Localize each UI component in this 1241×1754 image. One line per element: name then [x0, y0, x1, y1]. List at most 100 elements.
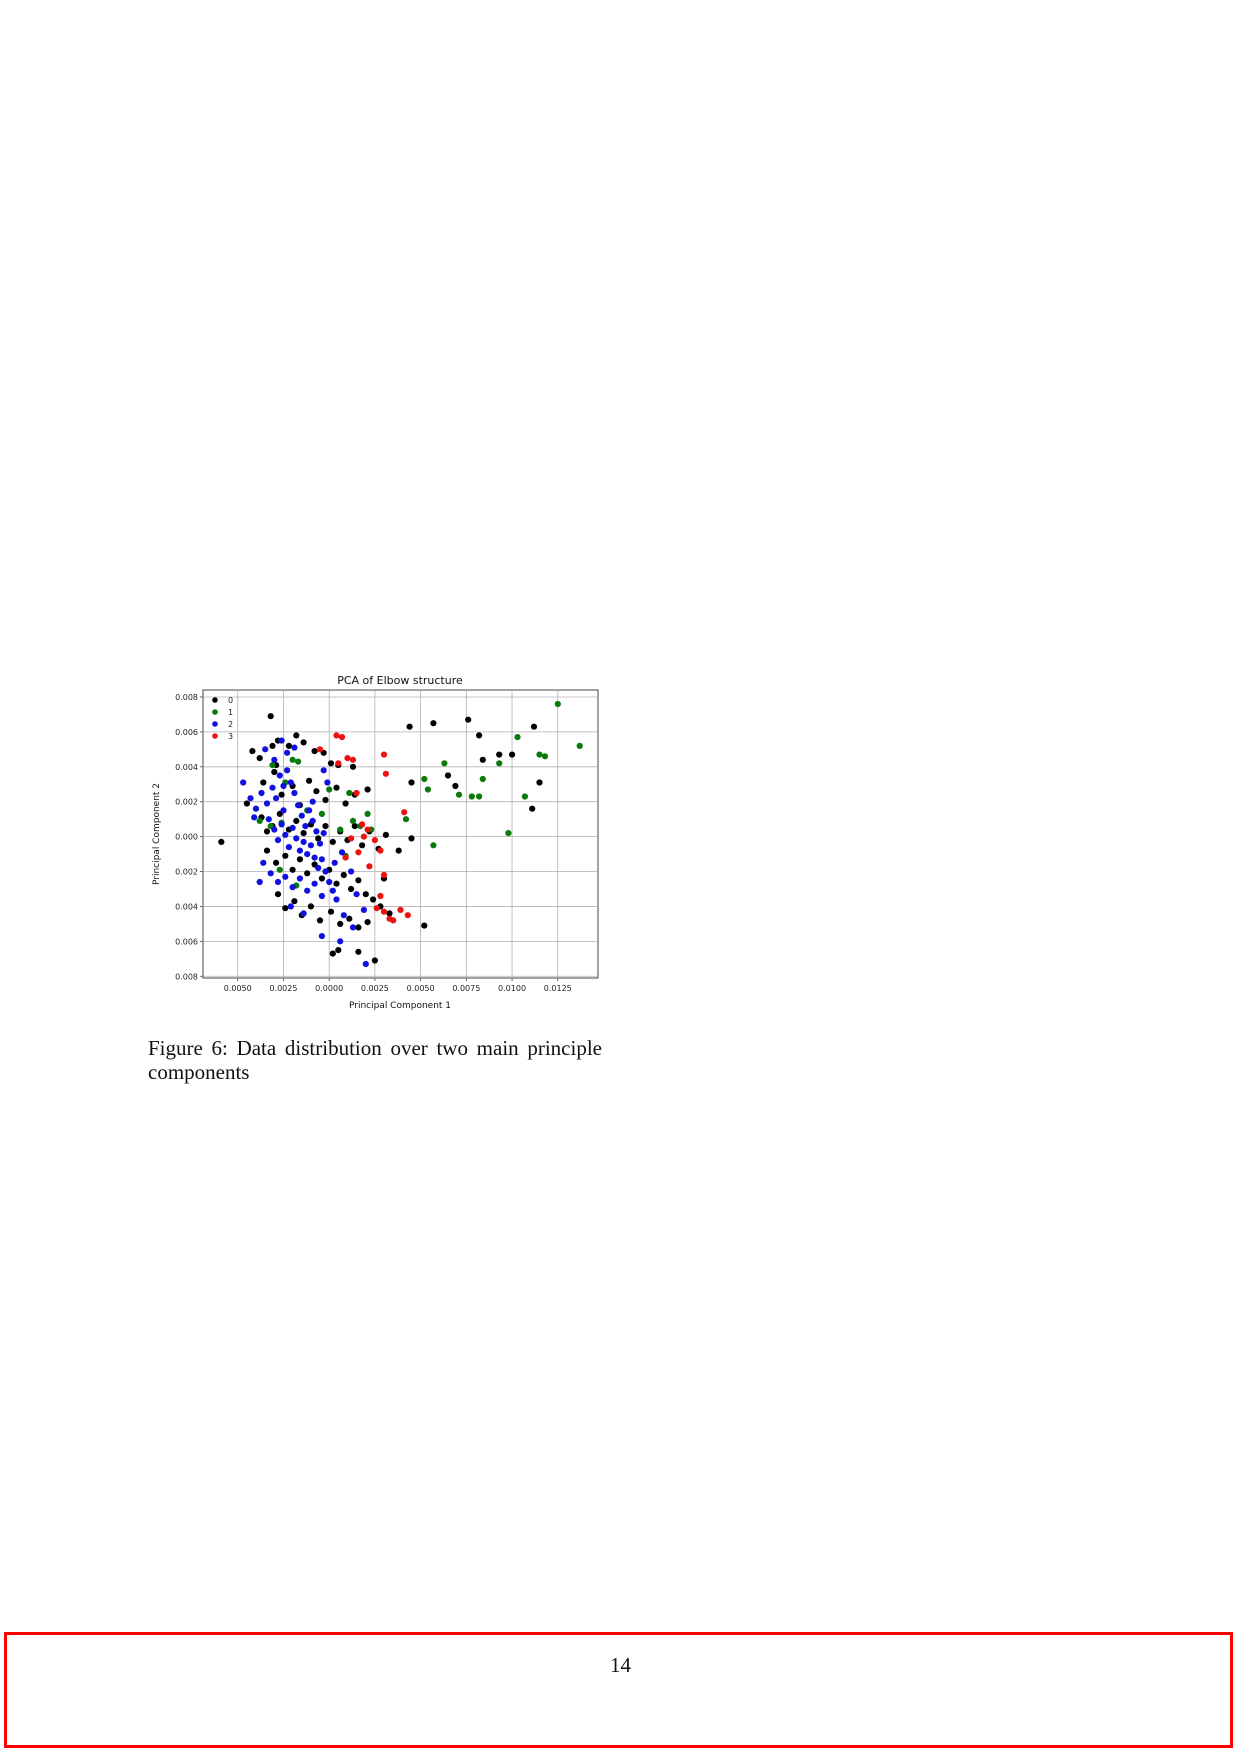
data-point-series-1 [424, 786, 431, 793]
x-tick-label: 0.0025 [361, 984, 389, 993]
data-point-series-0 [322, 823, 329, 830]
data-point-series-2 [338, 849, 346, 856]
data-point-series-0 [382, 831, 389, 838]
data-point-series-2 [265, 816, 272, 823]
y-tick-label: 0.002 [175, 798, 198, 807]
data-point-series-2 [326, 878, 333, 886]
data-point-series-2 [251, 814, 258, 821]
data-point-series-2 [258, 789, 265, 797]
data-point-series-1 [441, 760, 448, 767]
data-point-series-1 [346, 789, 353, 797]
data-point-series-1 [295, 758, 302, 765]
data-point-series-3 [380, 751, 388, 758]
data-point-series-2 [287, 903, 294, 910]
data-point-series-1 [402, 816, 410, 823]
data-point-series-2 [320, 830, 327, 837]
data-point-series-0 [256, 755, 263, 762]
data-point-series-0 [362, 891, 369, 898]
data-point-series-2 [291, 789, 298, 797]
data-point-series-0 [333, 784, 340, 791]
data-point-series-2 [309, 817, 316, 824]
data-point-series-2 [316, 840, 324, 847]
figure-caption: Figure 6: Data distribution over two mai… [148, 1036, 602, 1084]
data-point-series-3 [335, 760, 342, 767]
data-point-series-0 [278, 791, 285, 798]
data-point-series-2 [284, 767, 291, 774]
legend-label-3: 3 [228, 732, 233, 741]
data-point-series-0 [430, 720, 437, 727]
x-tick-label: 0.0000 [315, 984, 343, 993]
y-axis-label: Principal Component 2 [152, 783, 162, 885]
chart-title: PCA of Elbow structure [337, 674, 463, 687]
y-tick-label: 0.004 [175, 763, 198, 772]
data-point-series-2 [300, 910, 307, 917]
data-point-series-2 [313, 828, 320, 835]
data-point-series-2 [280, 807, 287, 814]
data-point-series-1 [256, 817, 263, 824]
data-point-series-0 [293, 732, 300, 739]
data-point-series-0 [359, 842, 366, 849]
data-point-series-0 [304, 870, 311, 877]
data-point-series-1 [430, 842, 437, 849]
pca-scatter-chart: 0.0050 0.0025 0.0000 0.0025 0.0050 0.0075 0.01… [152, 674, 599, 1011]
x-tick-label: 0.0075 [452, 984, 480, 993]
data-point-series-0 [296, 856, 303, 863]
data-point-series-0 [291, 898, 298, 905]
x-tick-label: 0.0100 [498, 984, 526, 993]
data-point-series-3 [333, 732, 340, 739]
data-point-series-1 [554, 700, 561, 708]
data-point-series-3 [380, 908, 388, 915]
data-point-series-2 [284, 749, 291, 756]
data-point-series-0 [476, 732, 483, 739]
data-point-series-2 [333, 896, 340, 903]
data-point-series-0 [408, 835, 415, 842]
data-point-series-1 [326, 786, 333, 793]
data-point-series-2 [360, 906, 367, 913]
data-point-series-0 [263, 828, 271, 835]
data-point-series-3 [366, 863, 373, 870]
data-point-series-2 [289, 824, 296, 831]
legend-label-1: 1 [228, 708, 233, 717]
data-point-series-2 [262, 746, 269, 753]
data-point-series-0 [327, 908, 335, 915]
data-point-series-1 [536, 751, 543, 758]
legend-marker-1 [212, 709, 218, 715]
data-point-series-0 [243, 800, 250, 807]
data-point-series-1 [521, 793, 528, 800]
data-point-series-0 [311, 748, 318, 755]
data-point-series-2 [295, 802, 302, 809]
data-point-series-2 [318, 892, 325, 900]
data-point-series-3 [353, 789, 360, 797]
data-point-series-0 [273, 859, 280, 866]
data-point-series-1 [364, 810, 371, 817]
data-point-series-2 [240, 779, 247, 786]
data-point-series-2 [247, 795, 254, 802]
data-point-series-2 [278, 737, 285, 744]
data-point-series-0 [269, 742, 276, 749]
data-point-series-1 [289, 756, 296, 763]
data-point-series-2 [296, 847, 303, 854]
data-point-series-0 [300, 830, 307, 837]
data-point-series-3 [349, 756, 357, 763]
data-point-series-0 [421, 922, 428, 929]
data-point-series-0 [267, 713, 274, 720]
data-point-series-3 [404, 912, 411, 919]
data-point-series-0 [349, 763, 357, 770]
data-point-series-1 [505, 830, 512, 837]
data-point-series-2 [337, 938, 344, 945]
data-point-series-0 [348, 885, 355, 893]
data-point-series-2 [271, 826, 278, 833]
data-point-series-1 [337, 826, 344, 833]
data-point-series-0 [282, 905, 289, 912]
data-point-series-0 [530, 723, 538, 730]
data-point-series-1 [318, 810, 325, 817]
y-tick-label: 0.000 [175, 833, 198, 842]
data-point-series-2 [362, 960, 369, 968]
data-point-series-0 [274, 891, 282, 898]
legend-marker-2 [212, 721, 218, 727]
x-tick-label: 0.0125 [544, 984, 572, 993]
data-point-series-2 [267, 870, 274, 877]
legend-marker-3 [212, 733, 218, 739]
data-point-series-3 [338, 734, 346, 741]
data-point-series-0 [346, 915, 353, 922]
